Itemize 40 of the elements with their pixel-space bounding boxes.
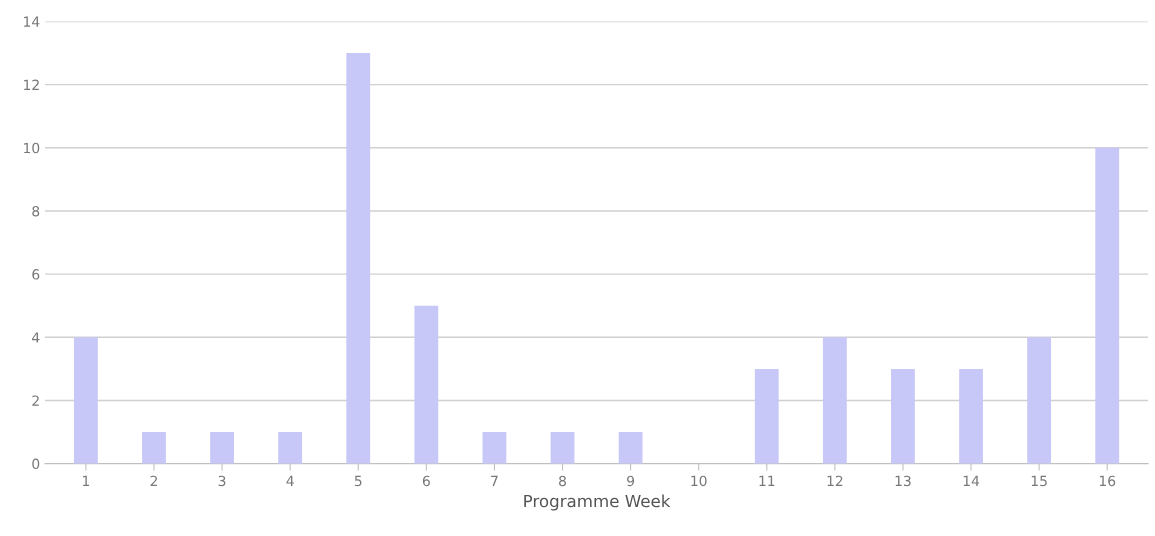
bar (482, 432, 507, 464)
x-tick-label: 11 (759, 475, 775, 486)
bar (754, 368, 779, 464)
x-tick-label: 8 (559, 475, 566, 487)
x-tick-label: 12 (827, 475, 843, 486)
y-tick-label: 12 (24, 79, 39, 90)
x-tick-label: 3 (218, 475, 226, 487)
x-tick-label: 4 (286, 475, 294, 486)
x-tick-label: 14 (963, 475, 980, 486)
bar (346, 53, 371, 464)
x-tick-label: 6 (422, 475, 430, 487)
bar (1027, 337, 1052, 464)
x-axis-title: Programme Week (524, 494, 671, 511)
bar (278, 432, 303, 464)
bar (550, 432, 575, 464)
x-tick-label: 15 (1031, 475, 1047, 487)
x-tick-label: 16 (1099, 475, 1116, 487)
y-tick-label: 8 (32, 205, 40, 217)
bar (891, 368, 915, 464)
y-tick-label: 4 (32, 332, 40, 343)
bar (414, 305, 439, 464)
y-tick-label: 2 (32, 395, 39, 406)
x-tick-label: 2 (150, 475, 158, 486)
x-tick-label: 7 (491, 475, 498, 486)
y-tick-label: 6 (32, 269, 40, 280)
y-tick-label: 10 (24, 142, 40, 154)
bar (73, 337, 98, 464)
bar (1095, 147, 1120, 464)
bar (210, 432, 234, 464)
bar (959, 368, 983, 464)
bar (822, 337, 847, 464)
x-tick-label: 13 (895, 475, 911, 487)
x-tick-label: 9 (627, 475, 635, 487)
bar (618, 432, 643, 464)
y-tick-label: 14 (24, 16, 40, 27)
bar (142, 432, 166, 464)
y-tick-label: 0 (32, 458, 40, 470)
x-tick-label: 5 (354, 475, 362, 487)
x-tick-label: 10 (691, 475, 707, 487)
x-tick-label: 1 (83, 475, 90, 486)
